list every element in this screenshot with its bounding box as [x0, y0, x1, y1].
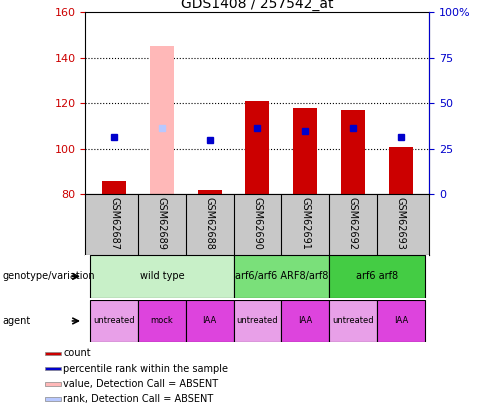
Text: value, Detection Call = ABSENT: value, Detection Call = ABSENT	[63, 379, 218, 389]
Text: IAA: IAA	[203, 316, 217, 326]
Title: GDS1408 / 257542_at: GDS1408 / 257542_at	[181, 0, 334, 11]
Bar	[186, 300, 234, 342]
Bar	[102, 181, 126, 194]
Text: GSM62689: GSM62689	[157, 198, 167, 250]
Bar	[245, 101, 269, 194]
Bar	[45, 367, 61, 370]
Text: GSM62688: GSM62688	[204, 198, 215, 250]
Bar	[377, 300, 425, 342]
Bar	[45, 397, 61, 401]
Text: agent: agent	[2, 316, 31, 326]
Bar	[90, 300, 138, 342]
Bar	[90, 255, 234, 298]
Bar	[329, 300, 377, 342]
Text: untreated: untreated	[237, 316, 278, 326]
Text: GSM62687: GSM62687	[109, 198, 119, 250]
Text: GSM62690: GSM62690	[252, 198, 263, 250]
Bar	[389, 147, 413, 194]
Text: IAA: IAA	[298, 316, 312, 326]
Text: percentile rank within the sample: percentile rank within the sample	[63, 364, 228, 373]
Bar	[45, 382, 61, 386]
Text: IAA: IAA	[394, 316, 408, 326]
Text: untreated: untreated	[93, 316, 135, 326]
Text: untreated: untreated	[332, 316, 374, 326]
Bar	[293, 108, 317, 194]
Bar	[281, 300, 329, 342]
Bar	[341, 110, 365, 194]
Bar	[234, 255, 329, 298]
Bar	[329, 255, 425, 298]
Bar	[150, 46, 174, 194]
Bar	[138, 300, 186, 342]
Text: mock: mock	[150, 316, 173, 326]
Text: GSM62692: GSM62692	[348, 198, 358, 250]
Text: GSM62693: GSM62693	[396, 198, 406, 250]
Bar	[234, 300, 281, 342]
Text: count: count	[63, 348, 91, 358]
Bar	[198, 190, 222, 194]
Text: wild type: wild type	[140, 271, 184, 281]
Text: arf6 arf8: arf6 arf8	[356, 271, 398, 281]
Bar	[45, 352, 61, 355]
Text: arf6/arf6 ARF8/arf8: arf6/arf6 ARF8/arf8	[235, 271, 328, 281]
Text: GSM62691: GSM62691	[300, 198, 310, 250]
Text: rank, Detection Call = ABSENT: rank, Detection Call = ABSENT	[63, 394, 213, 404]
Text: genotype/variation: genotype/variation	[2, 271, 95, 281]
